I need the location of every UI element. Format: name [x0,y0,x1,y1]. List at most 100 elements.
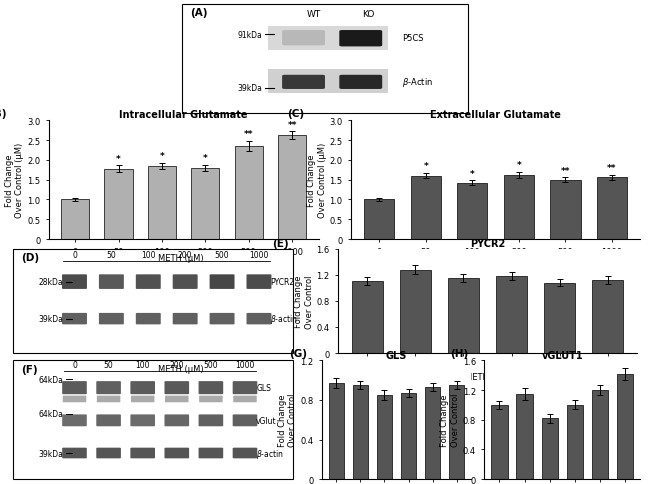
Text: 39kDa: 39kDa [38,315,63,323]
Text: $\beta$-actin: $\beta$-actin [270,313,298,325]
Bar [364,200,395,240]
Bar [491,405,508,479]
Text: *: * [116,154,121,163]
FancyBboxPatch shape [62,414,87,426]
Text: (C): (C) [287,109,304,119]
FancyBboxPatch shape [136,313,161,325]
FancyBboxPatch shape [96,381,121,394]
Y-axis label: Fold Change
Over Control (μM): Fold Change Over Control (μM) [307,143,327,218]
Text: 39kDa: 39kDa [38,449,63,457]
FancyBboxPatch shape [199,381,223,394]
FancyBboxPatch shape [164,381,189,394]
Text: 28kDa: 28kDa [39,277,63,287]
Text: **: ** [607,164,617,173]
Text: 100: 100 [135,360,150,369]
Bar [148,166,176,240]
FancyBboxPatch shape [339,76,382,90]
Text: 91kDa: 91kDa [237,31,262,40]
FancyBboxPatch shape [164,414,189,426]
FancyBboxPatch shape [233,414,257,426]
Bar [517,394,533,479]
FancyBboxPatch shape [246,275,272,289]
Bar [278,136,306,240]
X-axis label: METH (μM): METH (μM) [473,258,519,267]
FancyBboxPatch shape [282,31,325,46]
Bar [496,276,527,353]
Text: KO: KO [361,10,374,19]
Text: 500: 500 [214,251,229,260]
FancyBboxPatch shape [63,396,86,402]
FancyBboxPatch shape [96,414,121,426]
Bar [551,181,580,240]
FancyBboxPatch shape [99,275,124,289]
Text: 64kDa: 64kDa [38,375,63,384]
Y-axis label: Fold Change
Over Control: Fold Change Over Control [278,393,298,447]
Text: METH (μM): METH (μM) [158,254,203,262]
FancyBboxPatch shape [96,448,121,458]
Bar [400,393,417,479]
Text: 200: 200 [170,360,184,369]
FancyBboxPatch shape [339,31,382,47]
FancyBboxPatch shape [164,448,189,458]
FancyBboxPatch shape [62,381,87,394]
Text: GLS: GLS [256,383,271,393]
Y-axis label: Fold Change
Over Control (μM): Fold Change Over Control (μM) [5,143,25,218]
Bar [597,178,627,240]
FancyBboxPatch shape [199,448,223,458]
Text: 200: 200 [178,251,192,260]
Bar [191,168,220,240]
Text: METH (μM): METH (μM) [158,364,203,373]
Bar [448,385,465,479]
Text: 50: 50 [104,360,114,369]
FancyBboxPatch shape [165,396,188,402]
Text: **: ** [561,166,570,175]
Bar [400,270,431,353]
Text: *: * [470,169,474,178]
FancyBboxPatch shape [62,448,87,458]
Text: PYCR2: PYCR2 [270,277,294,287]
Bar [268,70,388,94]
FancyBboxPatch shape [173,275,198,289]
Text: *: * [517,161,521,170]
FancyBboxPatch shape [62,275,87,289]
Text: WT: WT [306,10,320,19]
Bar [105,169,133,240]
Text: *: * [423,162,428,171]
Text: **: ** [244,130,254,139]
Text: 64kDa: 64kDa [38,409,63,419]
Title: GLS: GLS [386,350,407,360]
FancyBboxPatch shape [233,396,257,402]
FancyBboxPatch shape [246,313,272,325]
Text: 39kDa: 39kDa [237,84,262,93]
Text: $\beta$-actin: $\beta$-actin [256,447,284,460]
Text: *: * [159,152,164,161]
FancyBboxPatch shape [209,313,235,325]
Bar [541,418,558,479]
FancyBboxPatch shape [233,381,257,394]
Bar [567,405,583,479]
Text: 0: 0 [72,360,77,369]
FancyBboxPatch shape [282,76,325,90]
Bar [448,278,479,353]
Text: (B): (B) [0,109,7,119]
Text: (E): (E) [272,239,289,249]
Title: vGLUT1: vGLUT1 [541,350,583,360]
Text: 1000: 1000 [249,251,268,260]
FancyBboxPatch shape [199,414,223,426]
Bar [376,395,393,479]
X-axis label: METH (μM): METH (μM) [161,258,207,267]
FancyBboxPatch shape [199,396,223,402]
Text: (H): (H) [450,348,468,359]
FancyBboxPatch shape [131,414,155,426]
Title: Extracellular Glutamate: Extracellular Glutamate [430,110,561,120]
Bar [457,183,488,240]
FancyBboxPatch shape [136,275,161,289]
Text: 50: 50 [107,251,116,260]
Bar [504,176,534,240]
Bar [617,374,633,479]
Text: P5CS: P5CS [402,34,424,43]
Text: (A): (A) [190,8,208,18]
Text: (F): (F) [21,364,38,374]
Text: vGlut: vGlut [256,416,277,425]
Text: 100: 100 [141,251,155,260]
